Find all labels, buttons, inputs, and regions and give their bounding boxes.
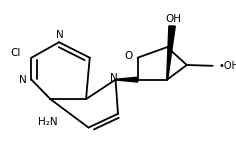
Text: Cl: Cl [10,48,21,58]
Text: N: N [110,73,118,83]
Text: N: N [19,75,27,85]
Text: H₂N: H₂N [38,117,58,127]
Text: O: O [124,51,132,61]
Text: •OH: •OH [219,61,236,71]
Text: N: N [56,30,64,40]
Polygon shape [116,77,138,82]
Polygon shape [167,26,175,80]
Text: OH: OH [165,14,181,24]
